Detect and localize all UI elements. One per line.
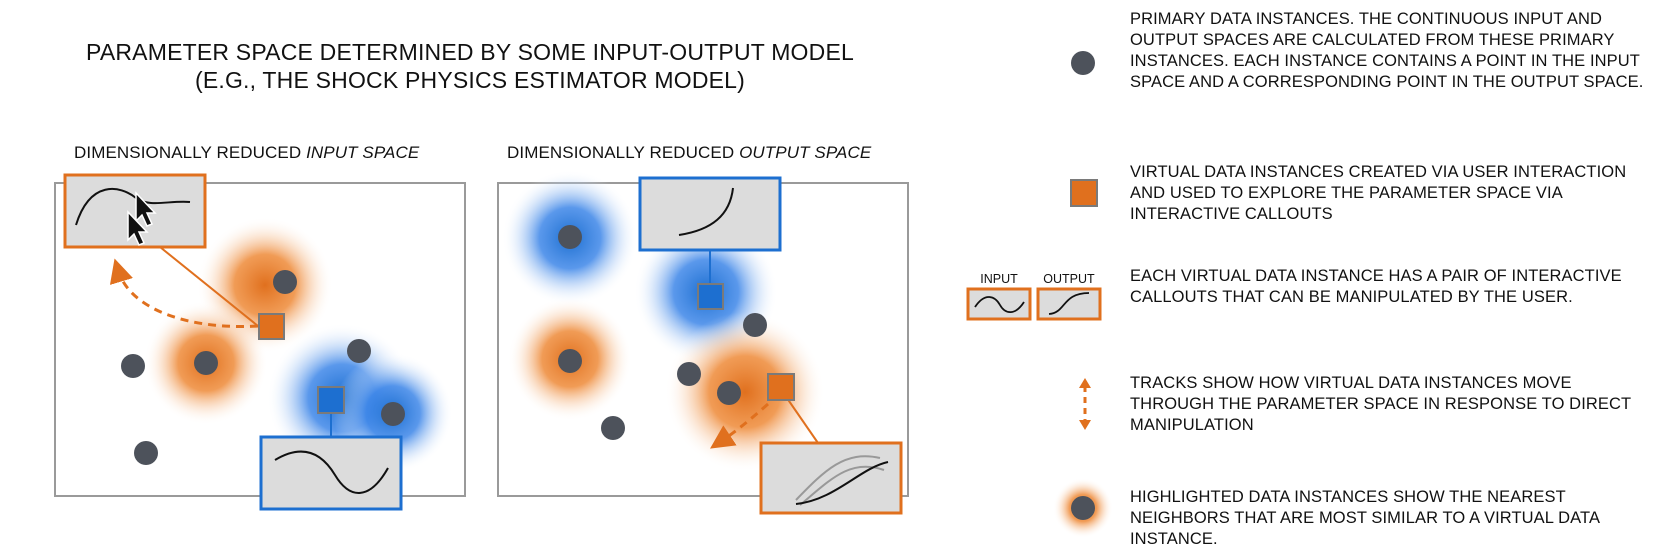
primary-point[interactable] bbox=[381, 402, 405, 426]
primary-point-icon bbox=[1071, 51, 1095, 75]
output-space-label-emph: OUTPUT SPACE bbox=[739, 143, 872, 162]
primary-point[interactable] bbox=[134, 441, 158, 465]
track-arrow bbox=[710, 402, 769, 449]
legend-primary-text: PRIMARY DATA INSTANCES. THE CONTINUOUS I… bbox=[1130, 10, 1644, 91]
primary-point[interactable] bbox=[677, 362, 701, 386]
primary-point[interactable] bbox=[273, 270, 297, 294]
primary-point[interactable] bbox=[121, 354, 145, 378]
callout-pair-icon: INPUT OUTPUT bbox=[966, 272, 1102, 321]
highlight-glow bbox=[665, 312, 825, 472]
input-space-panel bbox=[54, 173, 466, 511]
highlight-point-icon bbox=[1071, 496, 1095, 520]
input-space-label-emph: INPUT SPACE bbox=[306, 143, 420, 162]
primary-point[interactable] bbox=[194, 351, 218, 375]
output-callout-orange[interactable] bbox=[759, 441, 903, 515]
virtual-point-orange[interactable] bbox=[767, 373, 795, 401]
primary-point[interactable] bbox=[743, 313, 767, 337]
curve-glyph bbox=[678, 187, 734, 236]
legend-input-label: INPUT bbox=[980, 272, 1018, 286]
legend-output-label: OUTPUT bbox=[1043, 272, 1095, 286]
primary-point[interactable] bbox=[347, 339, 371, 363]
virtual-point-icon bbox=[1070, 179, 1098, 207]
output-space-label: DIMENSIONALLY REDUCED OUTPUT SPACE bbox=[507, 143, 871, 163]
cursor-icon bbox=[127, 191, 157, 246]
virtual-point-orange[interactable] bbox=[258, 313, 285, 340]
input-space-label: DIMENSIONALLY REDUCED INPUT SPACE bbox=[74, 143, 419, 163]
virtual-point-blue[interactable] bbox=[697, 283, 724, 310]
output-callout-blue[interactable] bbox=[638, 176, 782, 252]
diagram-title: PARAMETER SPACE DETERMINED BY SOME INPUT… bbox=[60, 38, 880, 94]
legend-callouts-text: EACH VIRTUAL DATA INSTANCE HAS A PAIR OF… bbox=[1130, 267, 1622, 306]
primary-point[interactable] bbox=[558, 349, 582, 373]
curve-glyph bbox=[274, 450, 389, 494]
input-space-label-prefix: DIMENSIONALLY REDUCED bbox=[74, 143, 307, 162]
curve-glyph bbox=[795, 455, 881, 501]
output-space-label-prefix: DIMENSIONALLY REDUCED bbox=[507, 143, 740, 162]
virtual-point-blue[interactable] bbox=[317, 386, 345, 414]
track-arrow-icon bbox=[1079, 378, 1091, 430]
input-callout-blue[interactable] bbox=[259, 435, 403, 511]
callout-connector bbox=[159, 246, 259, 327]
legend-highlighted-text: HIGHLIGHTED DATA INSTANCES SHOW THE NEAR… bbox=[1130, 488, 1600, 548]
title-line-1: PARAMETER SPACE DETERMINED BY SOME INPUT… bbox=[85, 39, 854, 65]
primary-point[interactable] bbox=[601, 416, 625, 440]
curve-glyph bbox=[795, 461, 889, 505]
legend-tracks-text: TRACKS SHOW HOW VIRTUAL DATA INSTANCES M… bbox=[1130, 374, 1631, 434]
title-line-2: (E.G., THE SHOCK PHYSICS ESTIMATOR MODEL… bbox=[194, 67, 746, 93]
primary-point[interactable] bbox=[717, 381, 741, 405]
track-arrow bbox=[109, 258, 259, 328]
primary-point[interactable] bbox=[558, 225, 582, 249]
legend-virtual-text: VIRTUAL DATA INSTANCES CREATED VIA USER … bbox=[1130, 163, 1627, 223]
output-space-panel bbox=[497, 170, 909, 515]
